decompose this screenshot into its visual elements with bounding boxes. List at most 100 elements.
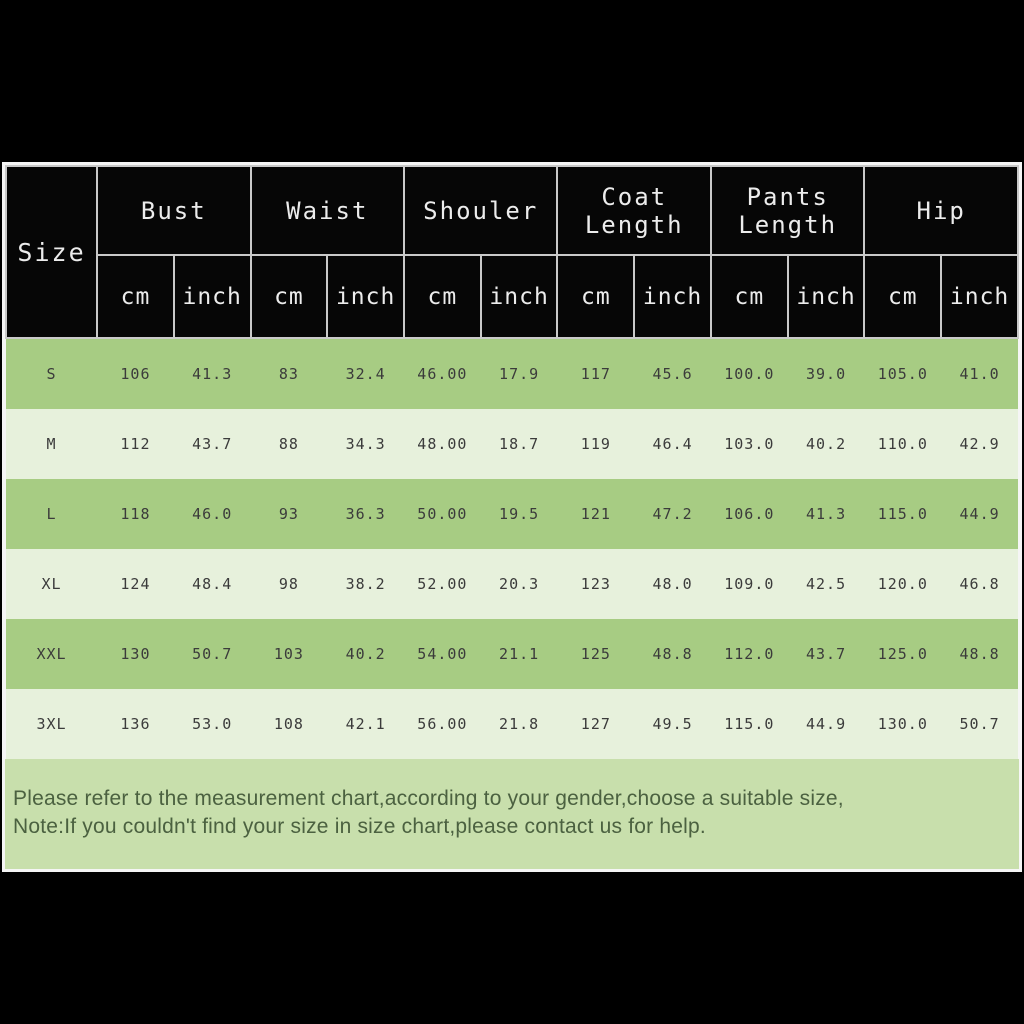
unit-header-inch: inch [479, 254, 559, 339]
cell: 41.3 [173, 338, 251, 409]
cell: 18.7 [480, 409, 558, 479]
unit-header-inch: inch [326, 254, 406, 339]
cell: 50.00 [404, 479, 481, 549]
cell: 46.4 [634, 409, 711, 479]
cell: 32.4 [327, 338, 405, 409]
cell: 45.6 [634, 338, 711, 409]
cell: 127 [557, 689, 635, 759]
cell: 88 [250, 409, 328, 479]
cell: 20.3 [480, 549, 558, 619]
cell: 115.0 [710, 689, 788, 759]
unit-header-inch: inch [633, 254, 712, 339]
cell: 123 [557, 549, 635, 619]
cell: 109.0 [710, 549, 788, 619]
cell: 93 [250, 479, 328, 549]
cell: 41.3 [787, 479, 865, 549]
cell: 40.2 [327, 619, 405, 689]
cell: 105.0 [864, 338, 942, 409]
cell: 17.9 [480, 338, 558, 409]
unit-header-inch: inch [786, 254, 866, 339]
cell: 50.7 [173, 619, 251, 689]
cell: 52.00 [404, 549, 481, 619]
cell: 44.9 [787, 689, 865, 759]
cell: 49.5 [634, 689, 711, 759]
column-header-hip: Hip [863, 165, 1019, 256]
cell: 21.1 [480, 619, 558, 689]
cell: 118 [97, 479, 174, 549]
cell: 112 [97, 409, 174, 479]
cell: 108 [250, 689, 328, 759]
cell: 46.0 [173, 479, 251, 549]
cell: 125.0 [864, 619, 942, 689]
unit-header-inch: inch [172, 254, 252, 339]
cell: 46.00 [404, 338, 481, 409]
cell: 124 [97, 549, 174, 619]
column-header-waist: Waist [249, 165, 406, 256]
table-row-3xl: 3XL 136 53.0 108 42.1 56.00 21.8 127 49.… [6, 689, 1018, 759]
column-header-coat-length: Coat Length [556, 165, 712, 256]
cell: 54.00 [404, 619, 481, 689]
cell: 125 [557, 619, 635, 689]
size-cell: S [6, 338, 98, 409]
cell: 106.0 [710, 479, 788, 549]
note-line-2: Note:If you couldn't find your size in s… [13, 815, 706, 838]
cell: 43.7 [787, 619, 865, 689]
table-body: S 106 41.3 83 32.4 46.00 17.9 117 45.6 1… [6, 338, 1018, 759]
cell: 106 [97, 338, 174, 409]
cell: 21.8 [480, 689, 558, 759]
cell: 115.0 [864, 479, 942, 549]
table-row-l: L 118 46.0 93 36.3 50.00 19.5 121 47.2 1… [6, 479, 1018, 549]
cell: 42.5 [787, 549, 865, 619]
cell: 42.9 [941, 409, 1018, 479]
cell: 117 [557, 338, 635, 409]
cell: 40.2 [787, 409, 865, 479]
unit-header-cm: cm [709, 254, 789, 339]
cell: 56.00 [404, 689, 481, 759]
column-header-pants-length: Pants Length [709, 165, 866, 256]
unit-header-inch: inch [940, 254, 1019, 339]
note-box: Please refer to the measurement chart,ac… [5, 759, 1019, 869]
column-header-size: Size [4, 165, 99, 339]
unit-header-cm: cm [249, 254, 329, 339]
cell: 44.9 [941, 479, 1018, 549]
cell: 48.0 [634, 549, 711, 619]
cell: 112.0 [710, 619, 788, 689]
size-cell: M [6, 409, 98, 479]
cell: 110.0 [864, 409, 942, 479]
unit-header-cm: cm [403, 254, 482, 339]
cell: 100.0 [710, 338, 788, 409]
cell: 48.4 [173, 549, 251, 619]
cell: 41.0 [941, 338, 1018, 409]
cell: 50.7 [941, 689, 1018, 759]
cell: 47.2 [634, 479, 711, 549]
table-row-m: M 112 43.7 88 34.3 48.00 18.7 119 46.4 1… [6, 409, 1018, 479]
note-line-1: Please refer to the measurement chart,ac… [13, 787, 844, 810]
size-chart-panel: Size Bust Waist Shouler Coat Length Pant… [2, 162, 1022, 872]
cell: 48.8 [941, 619, 1018, 689]
size-cell: L [6, 479, 98, 549]
table-header: Size Bust Waist Shouler Coat Length Pant… [4, 165, 1019, 339]
cell: 130.0 [864, 689, 942, 759]
column-header-bust: Bust [96, 165, 252, 256]
cell: 83 [250, 338, 328, 409]
cell: 38.2 [327, 549, 405, 619]
unit-header-cm: cm [863, 254, 943, 339]
cell: 130 [97, 619, 174, 689]
cell: 39.0 [787, 338, 865, 409]
unit-header-cm: cm [96, 254, 175, 339]
size-cell: 3XL [6, 689, 98, 759]
cell: 121 [557, 479, 635, 549]
cell: 53.0 [173, 689, 251, 759]
cell: 46.8 [941, 549, 1018, 619]
table-row-xxl: XXL 130 50.7 103 40.2 54.00 21.1 125 48.… [6, 619, 1018, 689]
size-cell: XXL [6, 619, 98, 689]
cell: 136 [97, 689, 174, 759]
cell: 34.3 [327, 409, 405, 479]
cell: 43.7 [173, 409, 251, 479]
cell: 36.3 [327, 479, 405, 549]
cell: 48.8 [634, 619, 711, 689]
unit-header-cm: cm [556, 254, 636, 339]
table-row-s: S 106 41.3 83 32.4 46.00 17.9 117 45.6 1… [6, 338, 1018, 409]
size-cell: XL [6, 549, 98, 619]
cell: 48.00 [404, 409, 481, 479]
